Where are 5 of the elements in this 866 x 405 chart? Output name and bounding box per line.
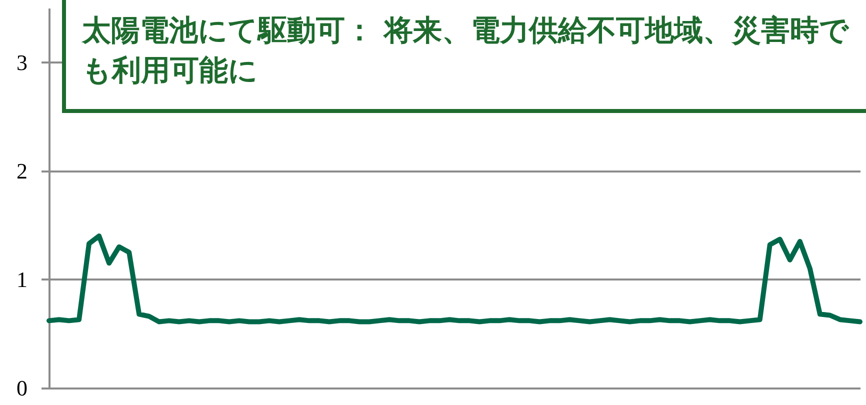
y-tick-label: 2 <box>16 158 28 184</box>
y-tick-label: 3 <box>16 50 28 75</box>
y-tick-label: 0 <box>16 376 28 400</box>
annotation: 太陽電池にて駆動可： 将来、電力供給不可地域、災害時でも利用可能に <box>62 0 866 113</box>
y-tick-label: 1 <box>16 266 28 292</box>
